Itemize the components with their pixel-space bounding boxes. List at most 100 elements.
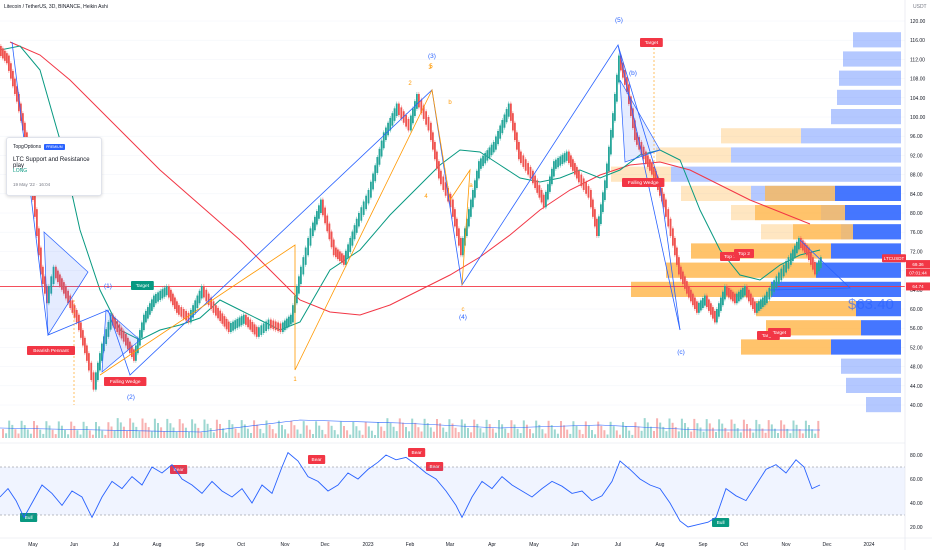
candle [221, 313, 224, 324]
candle [524, 159, 527, 171]
vp-bar-value-area-orange [765, 185, 835, 201]
volume-bar [463, 423, 466, 438]
sub-wave-label: c [462, 307, 465, 313]
candle [578, 170, 580, 183]
volume-bar [618, 434, 621, 438]
candle [36, 209, 38, 237]
time-tick-label: Aug [656, 542, 665, 548]
candle [636, 132, 638, 145]
symbol-header: Litecoin / TetherUS, 3D, BINANCE, Heikin… [4, 4, 108, 10]
candle [314, 216, 316, 231]
candle [18, 93, 20, 112]
candle [806, 245, 808, 256]
candle [416, 93, 418, 109]
candle [251, 321, 254, 333]
symbol-price-tag-text: LTCUSDT [884, 256, 905, 261]
vp-bar-blue [853, 32, 901, 48]
candle [114, 317, 116, 329]
candle [606, 163, 608, 189]
volume-bar [417, 427, 420, 438]
vp-bar-blue [671, 166, 901, 182]
idea-card[interactable]: TopgOptions PREMIUM LTC Support and Resi… [6, 137, 102, 196]
candle [785, 261, 787, 273]
price-axis[interactable]: 120.00 116.00 112.00 108.00 104.00 100.00 96.0… [882, 0, 930, 550]
volume-bar [535, 420, 538, 438]
candle [775, 276, 778, 288]
volume-bar [250, 433, 252, 438]
candle [24, 122, 26, 141]
falling-wedge-shape [101, 309, 141, 373]
vp-bar-value-area [771, 281, 901, 297]
vp-bar-value-area-orange [793, 224, 853, 240]
sub-wave-label: 4 [424, 194, 428, 200]
projection-price-text: $63.40 [848, 296, 894, 313]
author-name[interactable]: TopgOptions [13, 144, 42, 150]
candle [672, 228, 674, 246]
volume-bar [349, 434, 352, 438]
candle [161, 289, 164, 299]
volume-bar [330, 425, 333, 438]
volume-bar [274, 433, 277, 438]
candle [14, 78, 16, 94]
volume-bar [501, 424, 504, 438]
volume-bar [764, 432, 767, 438]
candle [225, 318, 228, 330]
volume-bar [150, 431, 153, 438]
candle [151, 299, 153, 311]
price-tick-label: 120.00 [910, 19, 926, 25]
candle [284, 320, 286, 331]
volume-bar [377, 422, 380, 438]
volume-bar [392, 426, 395, 438]
volume-bar [801, 433, 804, 438]
candle [125, 333, 127, 346]
volume-bar [113, 430, 116, 438]
candle [282, 322, 284, 333]
price-tick-label: 60.00 [910, 307, 923, 313]
candle [92, 372, 95, 390]
candle [565, 151, 568, 161]
candle [669, 218, 672, 237]
candle [185, 310, 187, 321]
candle [367, 189, 370, 204]
candle [105, 329, 108, 345]
time-axis[interactable]: May Jun Jul Aug Sep Oct Nov Dec 2023 Feb Mar Apr May… [0, 537, 932, 548]
candle [351, 231, 354, 246]
chart-tag-red [640, 38, 663, 47]
candle [682, 271, 684, 285]
rsi-tag-text: Bear [430, 464, 441, 470]
candle [651, 163, 653, 175]
volume-bar [36, 425, 39, 438]
volume-bar [336, 434, 339, 438]
candle [724, 285, 726, 300]
volume-bar [572, 421, 575, 438]
volume-bar [17, 433, 20, 438]
volume-bar [770, 424, 773, 438]
volume-bar [23, 425, 26, 438]
candle [288, 316, 290, 327]
volume-bar [8, 420, 11, 438]
volume-bar [721, 423, 724, 438]
candle [180, 307, 183, 317]
candle [527, 163, 529, 175]
volume-bar [662, 426, 665, 438]
volume-bar [702, 431, 705, 438]
volume-bar [653, 431, 655, 438]
time-tick-label: Jun [70, 542, 78, 548]
volume-bar [20, 420, 23, 438]
candle [203, 285, 205, 298]
candle [734, 293, 736, 304]
vp-bar-orange [656, 147, 731, 163]
volume-bar [715, 432, 717, 438]
time-tick-label: Jul [113, 542, 119, 548]
candle [698, 302, 700, 313]
candle [178, 305, 180, 315]
candle [762, 297, 764, 308]
volume-bar [473, 419, 476, 438]
wave-label: (c) [677, 349, 685, 356]
axis-unit[interactable]: USDT [913, 4, 927, 10]
candle [63, 282, 65, 294]
candle [320, 199, 322, 213]
candle [227, 321, 230, 333]
idea-title[interactable]: LTC Support and Resistance play [13, 157, 90, 169]
